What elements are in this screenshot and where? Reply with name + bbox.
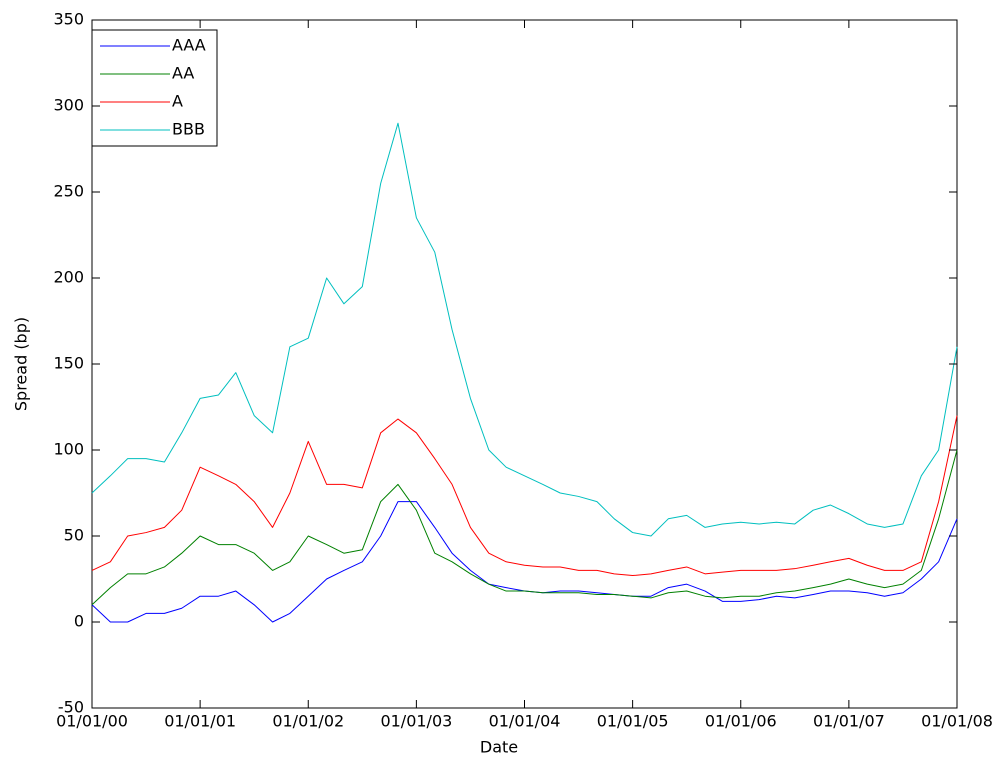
- x-axis-label: Date: [480, 738, 518, 757]
- y-tick-label: 150: [53, 354, 84, 373]
- legend-label: AAA: [172, 36, 206, 55]
- legend: [91, 29, 218, 147]
- x-tick-label: 01/01/02: [272, 712, 344, 731]
- x-tick-label: 01/01/00: [56, 712, 128, 731]
- series-line: [91, 122, 958, 537]
- legend-label: AA: [172, 64, 194, 83]
- series-line: [91, 415, 958, 577]
- y-tick-label: 350: [53, 10, 84, 29]
- plot-area: [91, 19, 958, 709]
- y-tick-label: 50: [64, 526, 84, 545]
- legend-label: BBB: [172, 120, 205, 139]
- x-tick-label: 01/01/03: [380, 712, 452, 731]
- series-group: [91, 122, 958, 623]
- x-tick-label: 01/01/08: [921, 712, 993, 731]
- y-axis-label: Spread (bp): [12, 317, 31, 411]
- x-tick-label: 01/01/01: [164, 712, 236, 731]
- x-tick-label: 01/01/07: [813, 712, 885, 731]
- x-tick-label: 01/01/06: [705, 712, 777, 731]
- y-tick-label: -50: [58, 698, 84, 717]
- y-tick-label: 100: [53, 440, 84, 459]
- x-tick-label: 01/01/05: [597, 712, 669, 731]
- y-tick-label: 250: [53, 182, 84, 201]
- y-tick-label: 300: [53, 96, 84, 115]
- y-tick-label: 200: [53, 268, 84, 287]
- x-tick-label: 01/01/04: [489, 712, 561, 731]
- y-tick-label: 0: [74, 612, 84, 631]
- legend-label: A: [172, 92, 183, 111]
- series-line: [91, 449, 958, 606]
